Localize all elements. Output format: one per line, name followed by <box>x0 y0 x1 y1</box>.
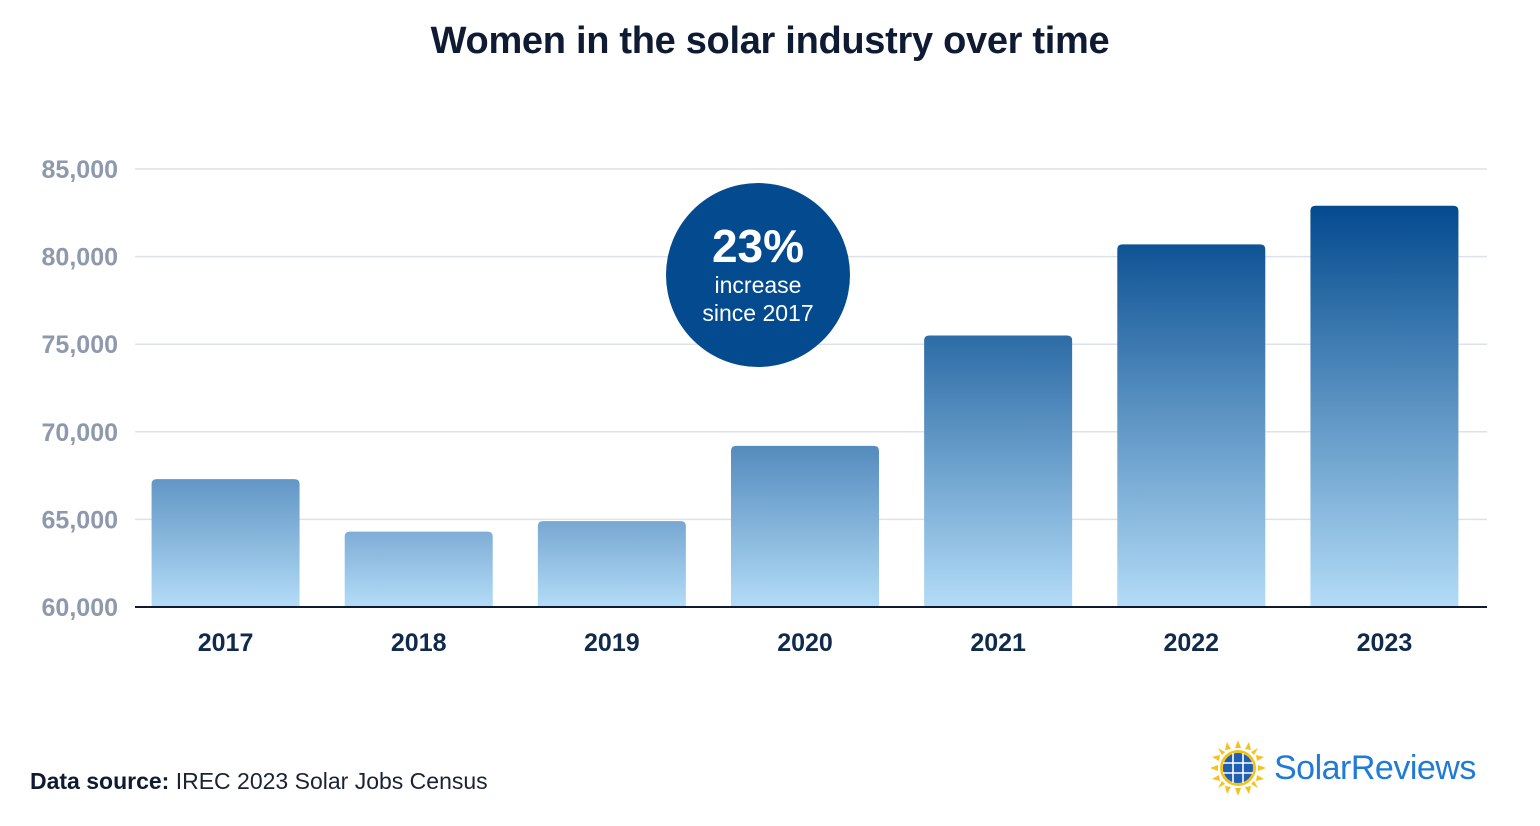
y-tick-label: 70,000 <box>42 419 118 447</box>
y-tick-label: 65,000 <box>42 506 118 534</box>
x-axis-tick-labels: 2017 2018 2019 2020 2021 2022 2023 <box>198 629 1412 657</box>
chart-title: Women in the solar industry over time <box>430 20 1110 62</box>
bar-2020 <box>731 445 879 607</box>
annotation-circle <box>666 183 850 367</box>
data-source: Data source: IREC 2023 Solar Jobs Census <box>30 768 488 795</box>
y-tick-label: 80,000 <box>42 244 118 272</box>
solarreviews-logo[interactable]: SolarReviews <box>1208 736 1476 800</box>
x-tick-label: 2023 <box>1357 629 1413 657</box>
bar-2017 <box>151 479 300 607</box>
y-tick-label: 85,000 <box>42 156 118 184</box>
bar-2018 <box>344 531 493 607</box>
annotation-line1: increase <box>715 272 802 298</box>
annotation-line2: since 2017 <box>702 300 813 326</box>
y-tick-label: 75,000 <box>42 331 118 359</box>
y-axis-tick-labels: 60,000 65,000 70,000 75,000 80,000 85,000 <box>42 156 118 622</box>
x-tick-label: 2017 <box>198 629 254 657</box>
bar-2022 <box>1117 244 1266 607</box>
bar-2021 <box>924 335 1073 607</box>
x-tick-label: 2022 <box>1163 629 1219 657</box>
x-tick-label: 2018 <box>391 629 447 657</box>
bars <box>151 205 1459 608</box>
data-source-text: IREC 2023 Solar Jobs Census <box>175 768 488 794</box>
logo-text: SolarReviews <box>1274 748 1476 787</box>
bar-2019 <box>537 521 686 607</box>
data-source-label: Data source: <box>30 768 170 794</box>
sun-solar-panel-icon <box>1210 740 1266 796</box>
y-tick-label: 60,000 <box>42 594 118 622</box>
x-tick-label: 2020 <box>777 629 833 657</box>
bar-2023 <box>1310 205 1459 608</box>
annotation-percent: 23% <box>712 220 804 272</box>
x-tick-label: 2019 <box>584 629 640 657</box>
x-tick-label: 2021 <box>970 629 1026 657</box>
